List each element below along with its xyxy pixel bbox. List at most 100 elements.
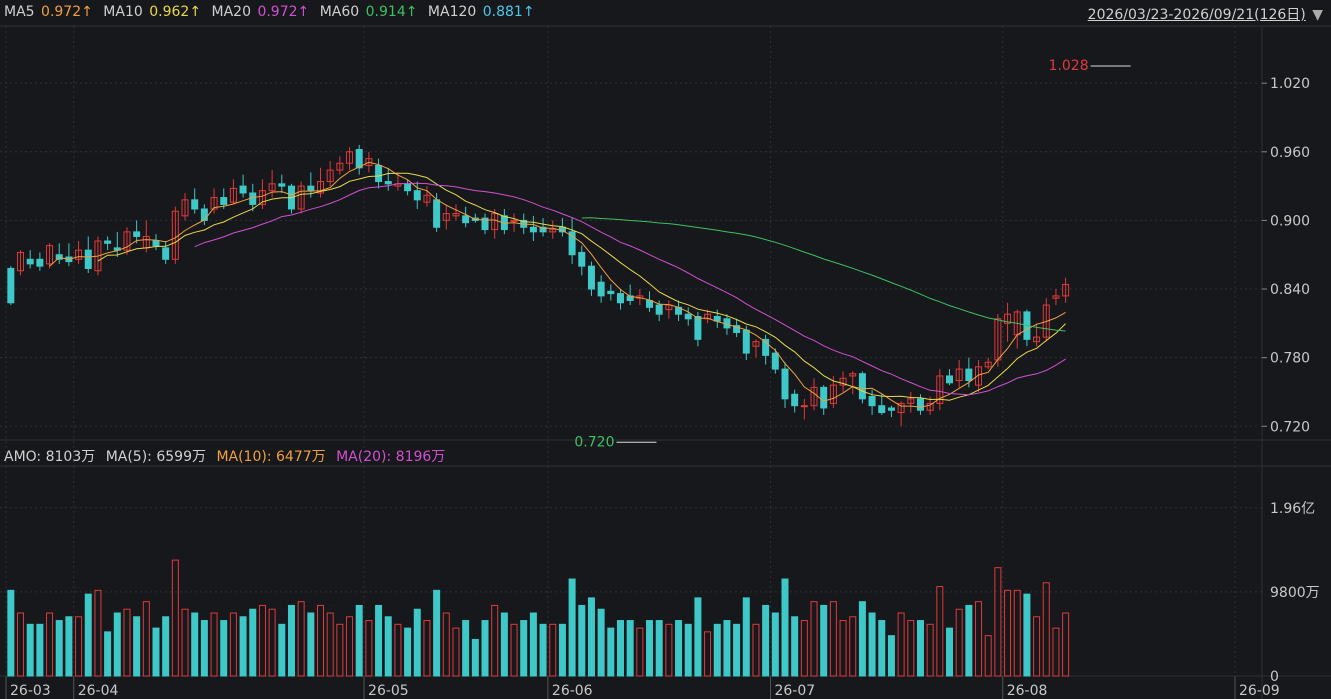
volume-bar — [133, 616, 141, 677]
candle-body — [94, 240, 102, 272]
volume-bar — [365, 620, 373, 677]
date-range-selector[interactable]: 2026/03/23-2026/09/21(126日) ▼ — [1088, 4, 1325, 24]
candle-body — [297, 185, 305, 210]
triangle-down-icon[interactable]: ▼ — [1312, 7, 1323, 23]
volume-bar — [655, 620, 663, 677]
volume-bar — [307, 612, 315, 677]
volume-bar — [975, 601, 983, 677]
volume-bar — [849, 616, 857, 677]
time-tick-label: 26-05 — [368, 683, 409, 699]
volume-bar — [317, 604, 324, 677]
volume-bar — [897, 612, 905, 677]
volume-bar — [858, 601, 866, 677]
amo-value: AMO: 8103万 — [4, 449, 96, 465]
candle-body — [1004, 313, 1012, 324]
volume-bar — [413, 608, 421, 677]
price-tick-label: 0.900 — [1270, 213, 1310, 229]
candle-body — [104, 240, 112, 244]
candle-body — [365, 158, 373, 167]
candle-body — [1033, 336, 1041, 343]
volume-bar — [346, 616, 354, 677]
candle-body — [239, 185, 247, 194]
volume-bar — [984, 635, 992, 677]
candle-body — [568, 231, 576, 256]
amo-ma20-value: MA(20): 8196万 — [336, 449, 446, 465]
candle-body — [800, 405, 808, 408]
volume-bar — [762, 604, 770, 677]
volume-bar — [210, 612, 218, 677]
volume-bar — [946, 627, 953, 677]
candle-body — [36, 258, 44, 267]
candle-body — [578, 251, 586, 267]
volume-bar — [326, 612, 334, 677]
volume-bar — [113, 612, 121, 677]
candle-body — [616, 293, 624, 304]
volume-bar — [839, 620, 847, 677]
candle-body — [413, 190, 421, 201]
volume-bar — [104, 631, 112, 677]
volume-bar — [462, 620, 470, 677]
candle-body — [510, 219, 518, 222]
volume-bar — [375, 604, 383, 677]
volume-bar — [297, 601, 305, 677]
volume-bar — [510, 623, 518, 677]
volume-bar — [181, 608, 189, 677]
volume-bar — [433, 589, 441, 677]
volume-bar — [1033, 616, 1041, 677]
candle-body — [220, 197, 228, 205]
volume-bar — [65, 616, 73, 677]
candle-body — [655, 304, 663, 315]
candle-body — [200, 208, 208, 221]
volume-bar — [733, 623, 741, 677]
volume-bar — [742, 597, 750, 677]
volume-bar — [520, 620, 528, 677]
volume-bar — [936, 586, 944, 677]
candle-body — [926, 402, 934, 411]
candle-body — [26, 258, 34, 265]
volume-bar — [829, 601, 837, 677]
candle-body — [955, 368, 963, 382]
volume-bar — [1042, 582, 1050, 677]
volume-bar — [752, 623, 760, 677]
volume-bar — [191, 612, 199, 677]
candle-body — [887, 407, 895, 411]
volume-bar — [578, 604, 586, 677]
candle-body — [46, 245, 54, 265]
volume-bar — [220, 620, 228, 677]
candle-body — [936, 375, 944, 404]
date-range[interactable]: 2026/03/23-2026/09/21(126日) — [1087, 7, 1306, 23]
volume-bar — [549, 623, 557, 677]
candle-body — [278, 183, 286, 187]
volume-bar — [336, 623, 344, 677]
candle-body — [597, 281, 605, 297]
volume-bar — [500, 612, 508, 677]
volume-bar — [1013, 589, 1021, 677]
volume-bar — [626, 620, 634, 677]
ma60-value: 0.914↑ — [365, 4, 418, 20]
candle-body — [1062, 283, 1070, 297]
candle-body — [771, 352, 779, 370]
volume-bar — [152, 627, 160, 677]
volume-bar — [36, 623, 44, 677]
ma10-value: 0.962↑ — [149, 4, 202, 20]
volume-bar — [878, 620, 886, 677]
volume-bar — [278, 623, 286, 677]
volume-bar — [249, 608, 257, 677]
volume-bar — [26, 623, 34, 677]
volume-bar — [94, 589, 102, 677]
candle-body — [694, 315, 702, 340]
volume-bar — [597, 608, 605, 677]
amo-ma10-value: MA(10): 6477万 — [216, 449, 326, 465]
volume-bar — [55, 620, 63, 677]
candle-body — [752, 341, 760, 347]
candle-body — [375, 165, 383, 183]
volume-bar — [84, 593, 92, 677]
volume-bar — [123, 608, 131, 677]
time-tick-label: 26-06 — [552, 683, 593, 699]
price-tick-label: 0.780 — [1270, 351, 1310, 367]
candle-body — [829, 384, 837, 404]
volume-bar — [200, 620, 208, 677]
candle-body — [916, 398, 924, 411]
